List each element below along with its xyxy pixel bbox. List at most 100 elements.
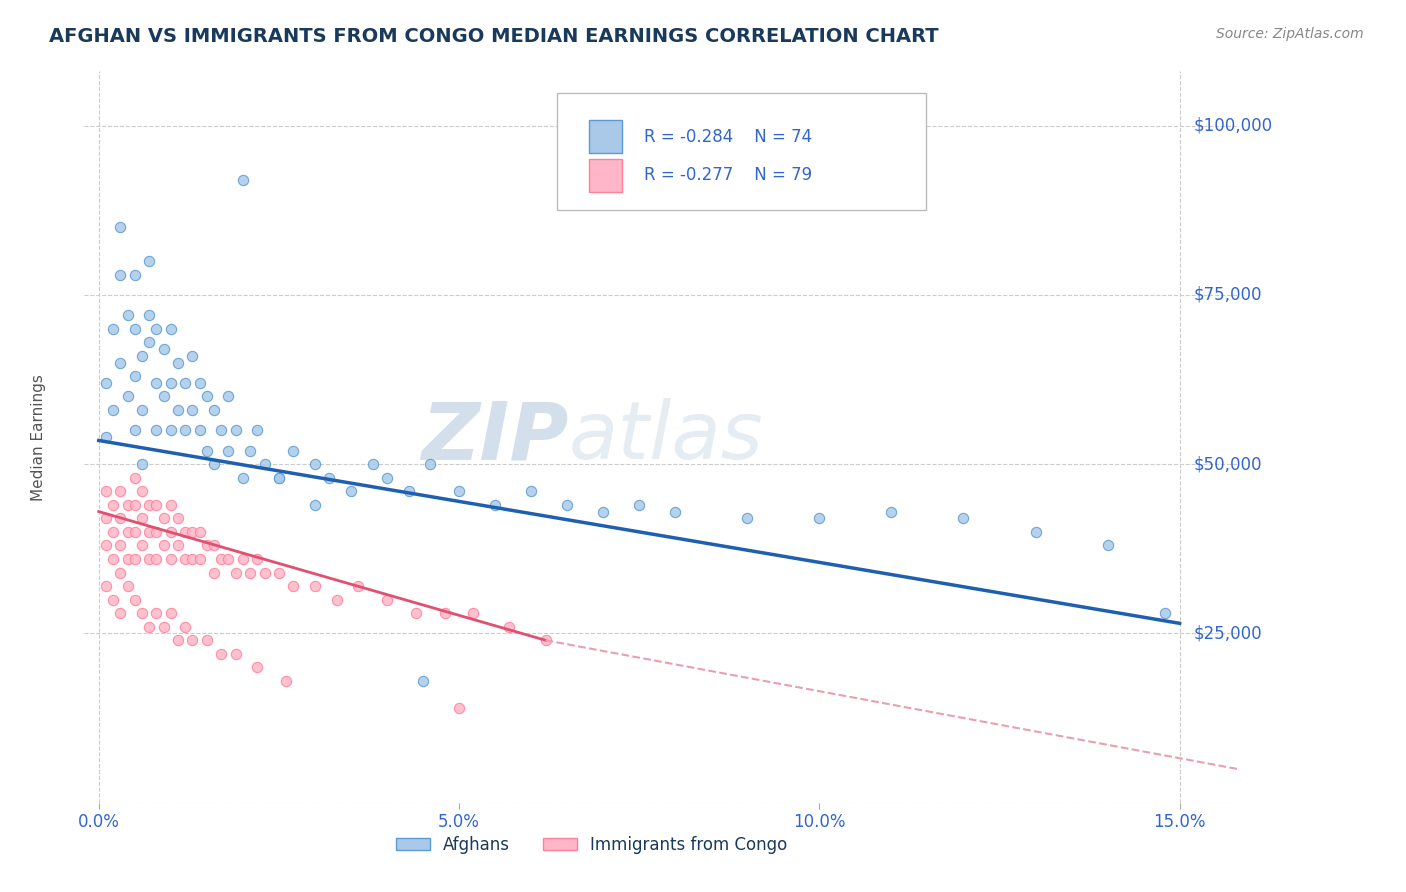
Point [304,498,326,512]
Legend: Afghans, Immigrants from Congo: Afghans, Immigrants from Congo [389,829,794,860]
Point [375,471,398,485]
Text: Source: ZipAtlas.com: Source: ZipAtlas.com [1216,27,1364,41]
Point [202,538,225,552]
Point [160,322,183,336]
Point [124,268,146,282]
Point [181,633,204,648]
Point [167,633,190,648]
Point [218,443,240,458]
Bar [589,120,621,153]
Point [174,423,197,437]
Point [131,538,153,552]
Point [232,172,254,186]
Point [174,620,197,634]
Point [131,484,153,499]
Point [94,484,117,499]
Text: $25,000: $25,000 [1194,624,1263,642]
Point [304,579,326,593]
Point [103,592,124,607]
Point [318,471,340,485]
Point [880,505,903,519]
Text: $50,000: $50,000 [1194,455,1263,473]
Point [218,552,240,566]
Point [283,443,305,458]
Point [209,423,232,437]
Point [232,552,254,566]
Point [145,322,167,336]
Point [152,620,174,634]
Point [124,369,146,384]
Point [94,538,117,552]
Point [405,606,427,620]
Point [160,552,183,566]
Text: ZIP: ZIP [422,398,568,476]
Point [94,511,117,525]
Point [304,457,326,471]
Point [167,355,190,369]
Point [267,471,290,485]
Point [167,403,190,417]
Point [124,592,146,607]
Point [239,443,262,458]
Point [246,660,269,674]
Point [202,566,225,580]
Point [138,254,160,268]
Point [1025,524,1047,539]
Point [225,647,247,661]
Point [138,335,160,350]
Point [110,220,132,235]
Point [138,498,160,512]
Point [202,403,225,417]
Point [124,423,146,437]
Point [181,403,204,417]
Point [267,566,290,580]
Point [398,484,420,499]
Point [131,457,153,471]
Point [131,403,153,417]
Point [145,423,167,437]
Point [181,349,204,363]
Point [253,566,276,580]
Point [103,403,124,417]
Point [152,538,174,552]
Point [449,484,471,499]
Point [117,579,139,593]
Point [152,511,174,525]
Point [375,592,398,607]
Point [167,511,190,525]
Point [138,308,160,322]
Point [117,389,139,403]
Point [145,498,167,512]
Point [283,579,305,593]
Point [449,701,471,715]
Text: $100,000: $100,000 [1194,117,1274,135]
Point [628,498,651,512]
Point [103,498,124,512]
Point [664,505,686,519]
Point [124,471,146,485]
Point [138,524,160,539]
Point [209,552,232,566]
Text: R = -0.277    N = 79: R = -0.277 N = 79 [644,166,811,185]
Point [195,633,218,648]
Point [737,511,759,525]
Point [225,423,247,437]
Point [188,524,211,539]
Point [463,606,485,620]
Point [246,423,269,437]
Text: AFGHAN VS IMMIGRANTS FROM CONGO MEDIAN EARNINGS CORRELATION CHART: AFGHAN VS IMMIGRANTS FROM CONGO MEDIAN E… [49,27,939,45]
Point [103,524,124,539]
Point [181,552,204,566]
Point [94,579,117,593]
Point [239,566,262,580]
Point [181,524,204,539]
Point [246,552,269,566]
Point [124,498,146,512]
Point [145,376,167,390]
Point [325,592,347,607]
Point [145,552,167,566]
Bar [589,159,621,192]
Point [195,443,218,458]
Point [520,484,543,499]
Point [110,268,132,282]
